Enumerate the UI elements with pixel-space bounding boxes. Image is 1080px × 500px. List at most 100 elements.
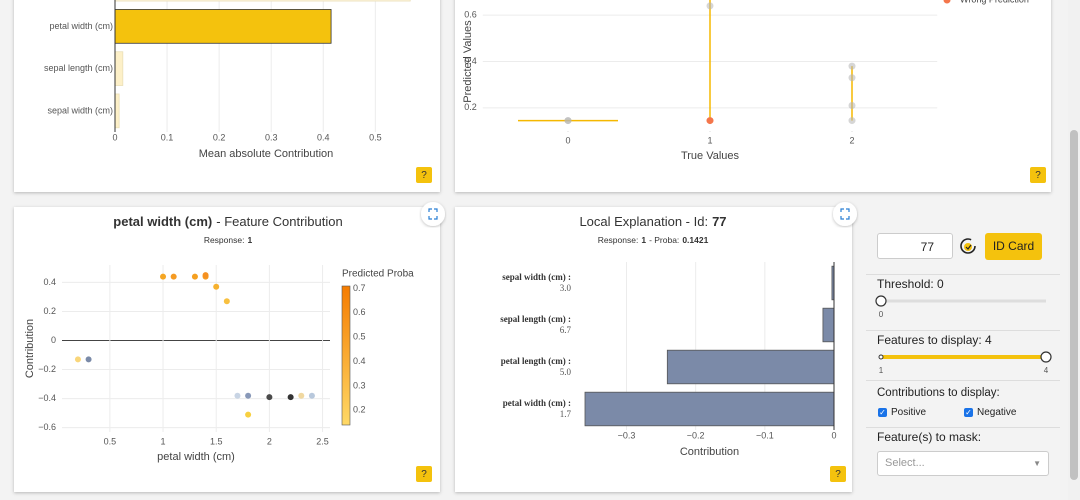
x-tick-label: 0.4 [317,132,330,142]
separator [866,330,1060,331]
refresh-icon[interactable] [958,236,978,256]
help-text: ? [835,469,841,480]
id-card-button[interactable]: ID Card [985,233,1042,260]
subtitle-part: 0.1421 [682,235,708,245]
point [170,273,177,280]
panel [455,207,852,492]
point [202,272,209,279]
subtitle-part: Response: [204,235,245,245]
point [848,102,856,110]
help-box [830,466,846,482]
chart-subtitle: Response: 1 [204,235,253,245]
help-box [1030,167,1046,183]
bar [114,51,124,86]
scroll-thumb[interactable] [1070,130,1078,480]
help-text: ? [421,170,427,181]
x-tick-label: 2.5 [316,436,329,446]
colorbar-tick-label: 0.3 [353,380,366,390]
panel [14,207,440,492]
mask-select[interactable]: Select... ▼ [877,451,1049,476]
bar [584,391,835,427]
x-axis-label: petal width (cm) [157,451,235,463]
help-button[interactable]: ? [416,466,432,482]
x-axis-label: Mean absolute Contribution [199,148,334,160]
point [848,74,856,82]
x-tick-label: −0.1 [756,430,774,440]
x-tick-label: 0.5 [369,132,382,142]
colorbar-label: Predicted Proba [342,269,414,280]
mask-label: Feature(s) to mask: [877,430,982,444]
feature-value: 5.0 [560,367,572,377]
bar [666,349,835,385]
title-part: - Feature Contribution [216,214,342,229]
point [191,273,198,280]
chart-title: Local Explanation - Id: 77 [579,214,726,229]
contributions-label: Contributions to display: [877,387,1000,399]
title-part: petal width (cm) [113,214,212,229]
x-tick-label: 0.2 [213,132,226,142]
fullscreen-button[interactable] [833,202,857,226]
x-tick-label: 0 [565,135,570,145]
slider-mark [878,354,884,360]
checkbox[interactable]: ✓ Negative [964,407,1017,418]
subtitle-part: Response: [598,235,639,245]
slider-handle [1040,351,1052,363]
point [245,411,252,418]
checkbox-label: Negative [977,407,1017,418]
feature-value: 6.7 [560,325,572,335]
y-tick-label: 0.2 [464,102,477,112]
id-input-text: 77 [920,240,934,254]
help-button[interactable]: ? [1030,167,1046,183]
subtitle-part: 1 [641,235,646,245]
checkbox[interactable]: ✓ Positive [878,407,927,418]
slider-mark-label: 4 [1044,366,1049,375]
y-tick-label: −0.2 [38,364,56,374]
help-button[interactable]: ? [830,466,846,482]
chart-subtitle: Response: 1- Proba: 0.1421 [598,235,709,245]
x-axis-label: True Values [681,150,740,162]
x-tick-label: 0 [112,132,117,142]
colorbar [341,285,351,426]
bar [114,9,332,44]
colorbar-tick-label: 0.7 [353,283,366,293]
x-tick-label: 0 [831,430,836,440]
x-tick-label: 0.1 [161,132,174,142]
point [308,392,315,399]
subtitle-part: 1 [247,235,252,245]
point [234,392,241,399]
point [848,62,856,70]
y-tick-label: 0.4 [43,277,56,287]
x-tick-label: 1 [161,436,166,446]
bar [822,307,835,343]
threshold-label: Threshold: 0 [877,277,944,291]
separator [866,274,1060,275]
point [74,356,81,363]
feature-value: 1.7 [560,409,572,419]
slider[interactable]: 0 [866,293,1060,323]
fullscreen-button[interactable] [421,202,445,226]
y-tick-label: petal length (cm) : [501,356,571,366]
point [223,298,230,305]
point [266,394,273,401]
point [564,117,572,125]
y-tick-label: petal width (cm) [49,21,113,31]
point [287,394,294,401]
y-tick-label: sepal width (cm) [47,105,113,115]
help-box [416,466,432,482]
checkbox-label: Positive [891,407,927,418]
help-text: ? [421,469,427,480]
y-tick-label: −0.6 [38,422,56,432]
select-placeholder: Select... [885,457,925,469]
x-tick-label: −0.3 [618,430,636,440]
x-axis-label: Contribution [680,446,739,458]
help-button[interactable]: ? [416,167,432,183]
y-tick-label: sepal length (cm) : [500,314,571,324]
slider-mark-label: 0 [879,310,884,319]
x-tick-label: 0.5 [104,436,117,446]
bar [114,0,411,2]
id-input[interactable]: 77 [877,233,953,259]
y-tick-label: 0.6 [464,10,477,20]
legend-marker [943,0,951,4]
